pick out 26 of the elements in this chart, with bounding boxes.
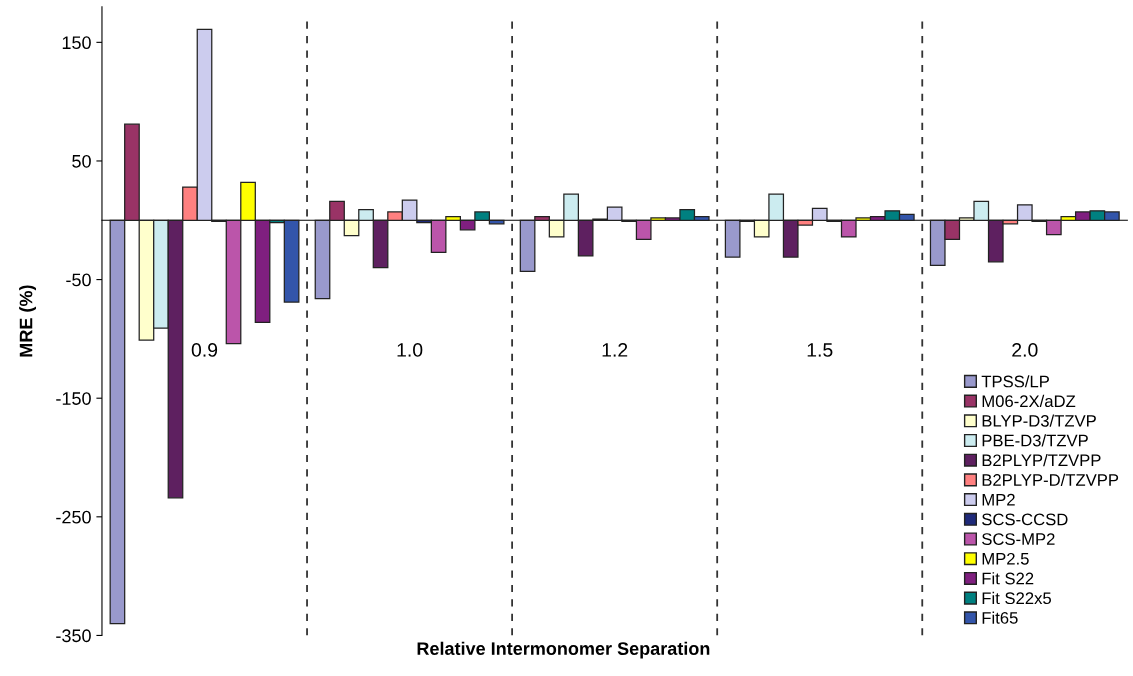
- x-tick-label: 0.9: [191, 343, 218, 357]
- y-tick-label: -250: [56, 510, 91, 524]
- x-tick-label: 1.5: [807, 343, 833, 357]
- legend-label: SCS-CCSD: [982, 513, 1068, 526]
- y-axis-title: MRE (%): [19, 285, 36, 357]
- y-tick-label: -50: [66, 273, 91, 287]
- x-tick-label: 1.2: [602, 343, 628, 357]
- legend-label: Fit65: [982, 611, 1018, 624]
- legend-label: PBE-D3/TZVP: [982, 434, 1088, 447]
- legend-label: Fit S22x5: [982, 591, 1051, 605]
- y-tick-label: -350: [56, 629, 91, 643]
- legend-label: Fit S22: [982, 572, 1034, 585]
- legend-label: SCS-MP2: [982, 533, 1055, 545]
- legend-label: BLYP-D3/TZVP: [982, 414, 1096, 427]
- x-axis-title: Relative Intermonomer Separation: [417, 641, 710, 659]
- x-tick-label: 1.0: [397, 343, 423, 357]
- legend-label: MP2.5: [982, 552, 1029, 565]
- legend-label: TPSS/LP: [981, 375, 1049, 388]
- x-tick-label: 2.0: [1012, 343, 1038, 357]
- y-tick-label: 150: [62, 36, 91, 50]
- legend-label: M06-2X/aDZ: [982, 394, 1076, 408]
- legend-label: B2PLYP/TZVPP: [982, 453, 1101, 467]
- y-tick-label: -150: [56, 392, 91, 405]
- y-tick-label: 50: [72, 154, 91, 168]
- legend-label: MP2: [982, 493, 1015, 506]
- legend-label: B2PLYP-D/TZVPP: [982, 473, 1119, 486]
